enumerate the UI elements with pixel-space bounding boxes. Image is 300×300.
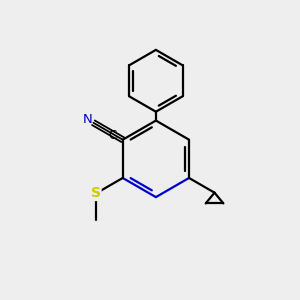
Text: N: N [83,113,93,126]
Text: S: S [91,186,101,200]
Text: C: C [108,129,117,142]
